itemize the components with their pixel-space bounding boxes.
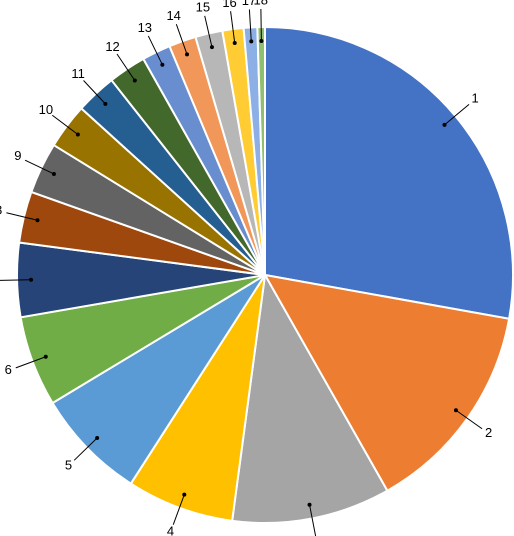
leader-dot-14 (185, 52, 190, 57)
data-label-14: 14 (166, 8, 180, 23)
data-label-16: 16 (222, 0, 236, 10)
leader-dot-1 (442, 122, 447, 127)
leader-dot-17 (249, 39, 254, 44)
leader-dot-16 (232, 40, 237, 45)
data-label-1: 1 (472, 91, 479, 106)
data-label-12: 12 (105, 39, 119, 54)
leader-dot-12 (132, 78, 137, 83)
leader-dot-5 (95, 436, 100, 441)
leader-line-18 (260, 9, 262, 42)
leader-dot-11 (103, 101, 108, 106)
leader-dot-4 (182, 492, 187, 497)
leader-line-11 (83, 80, 106, 105)
leader-line-15 (204, 15, 213, 48)
leader-dot-2 (453, 408, 458, 413)
data-label-18: 18 (254, 0, 268, 7)
leader-line-16 (230, 11, 236, 44)
leader-dot-6 (43, 354, 48, 359)
leader-line-2 (455, 409, 483, 430)
leader-line-17 (248, 9, 252, 42)
leader-line-1 (444, 103, 470, 126)
leader-line-14 (175, 24, 188, 55)
data-label-11: 11 (71, 66, 85, 81)
data-label-2: 2 (485, 425, 492, 440)
data-label-5: 5 (65, 457, 72, 472)
leader-line-10 (51, 114, 79, 135)
pie-slice-1 (264, 25, 514, 320)
data-label-9: 9 (14, 148, 21, 163)
data-label-10: 10 (39, 102, 53, 117)
leader-dot-10 (75, 132, 80, 137)
leader-dot-9 (51, 171, 56, 176)
leader-line-5 (73, 437, 98, 461)
leader-dot-3 (307, 502, 312, 507)
leader-line-7 (0, 279, 32, 281)
data-label-4: 4 (167, 524, 174, 536)
data-label-6: 6 (5, 362, 12, 377)
data-label-17: 17 (242, 0, 256, 8)
leader-line-4 (172, 494, 185, 525)
pie-slices (16, 25, 514, 524)
data-label-13: 13 (138, 20, 152, 35)
leader-dot-7 (29, 277, 34, 282)
leader-line-13 (147, 35, 163, 65)
leader-dot-15 (209, 45, 214, 50)
leader-dot-8 (35, 218, 40, 223)
leader-line-8 (6, 212, 38, 221)
leader-line-9 (24, 159, 55, 175)
leader-dot-18 (259, 39, 264, 44)
data-label-15: 15 (196, 0, 210, 15)
leader-line-3 (309, 504, 317, 536)
leader-line-6 (15, 356, 46, 369)
leader-dot-13 (160, 62, 165, 67)
pie-labels: 123456789101112131415161718 (0, 0, 492, 536)
data-label-8: 8 (0, 202, 2, 217)
leader-line-12 (116, 53, 136, 81)
